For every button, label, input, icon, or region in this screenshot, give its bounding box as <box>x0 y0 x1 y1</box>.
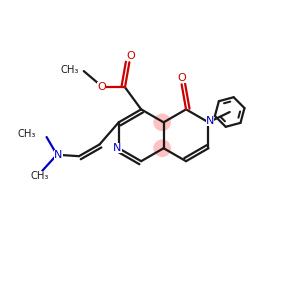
Text: CH₃: CH₃ <box>30 171 48 181</box>
Text: O: O <box>97 82 106 92</box>
Text: N: N <box>113 143 122 153</box>
Text: N: N <box>206 116 214 126</box>
Circle shape <box>153 113 171 131</box>
Text: N: N <box>54 150 63 160</box>
Text: O: O <box>177 74 186 83</box>
Circle shape <box>153 140 171 157</box>
Text: CH₃: CH₃ <box>61 65 79 75</box>
Text: O: O <box>126 51 135 61</box>
Text: CH₃: CH₃ <box>18 129 36 139</box>
